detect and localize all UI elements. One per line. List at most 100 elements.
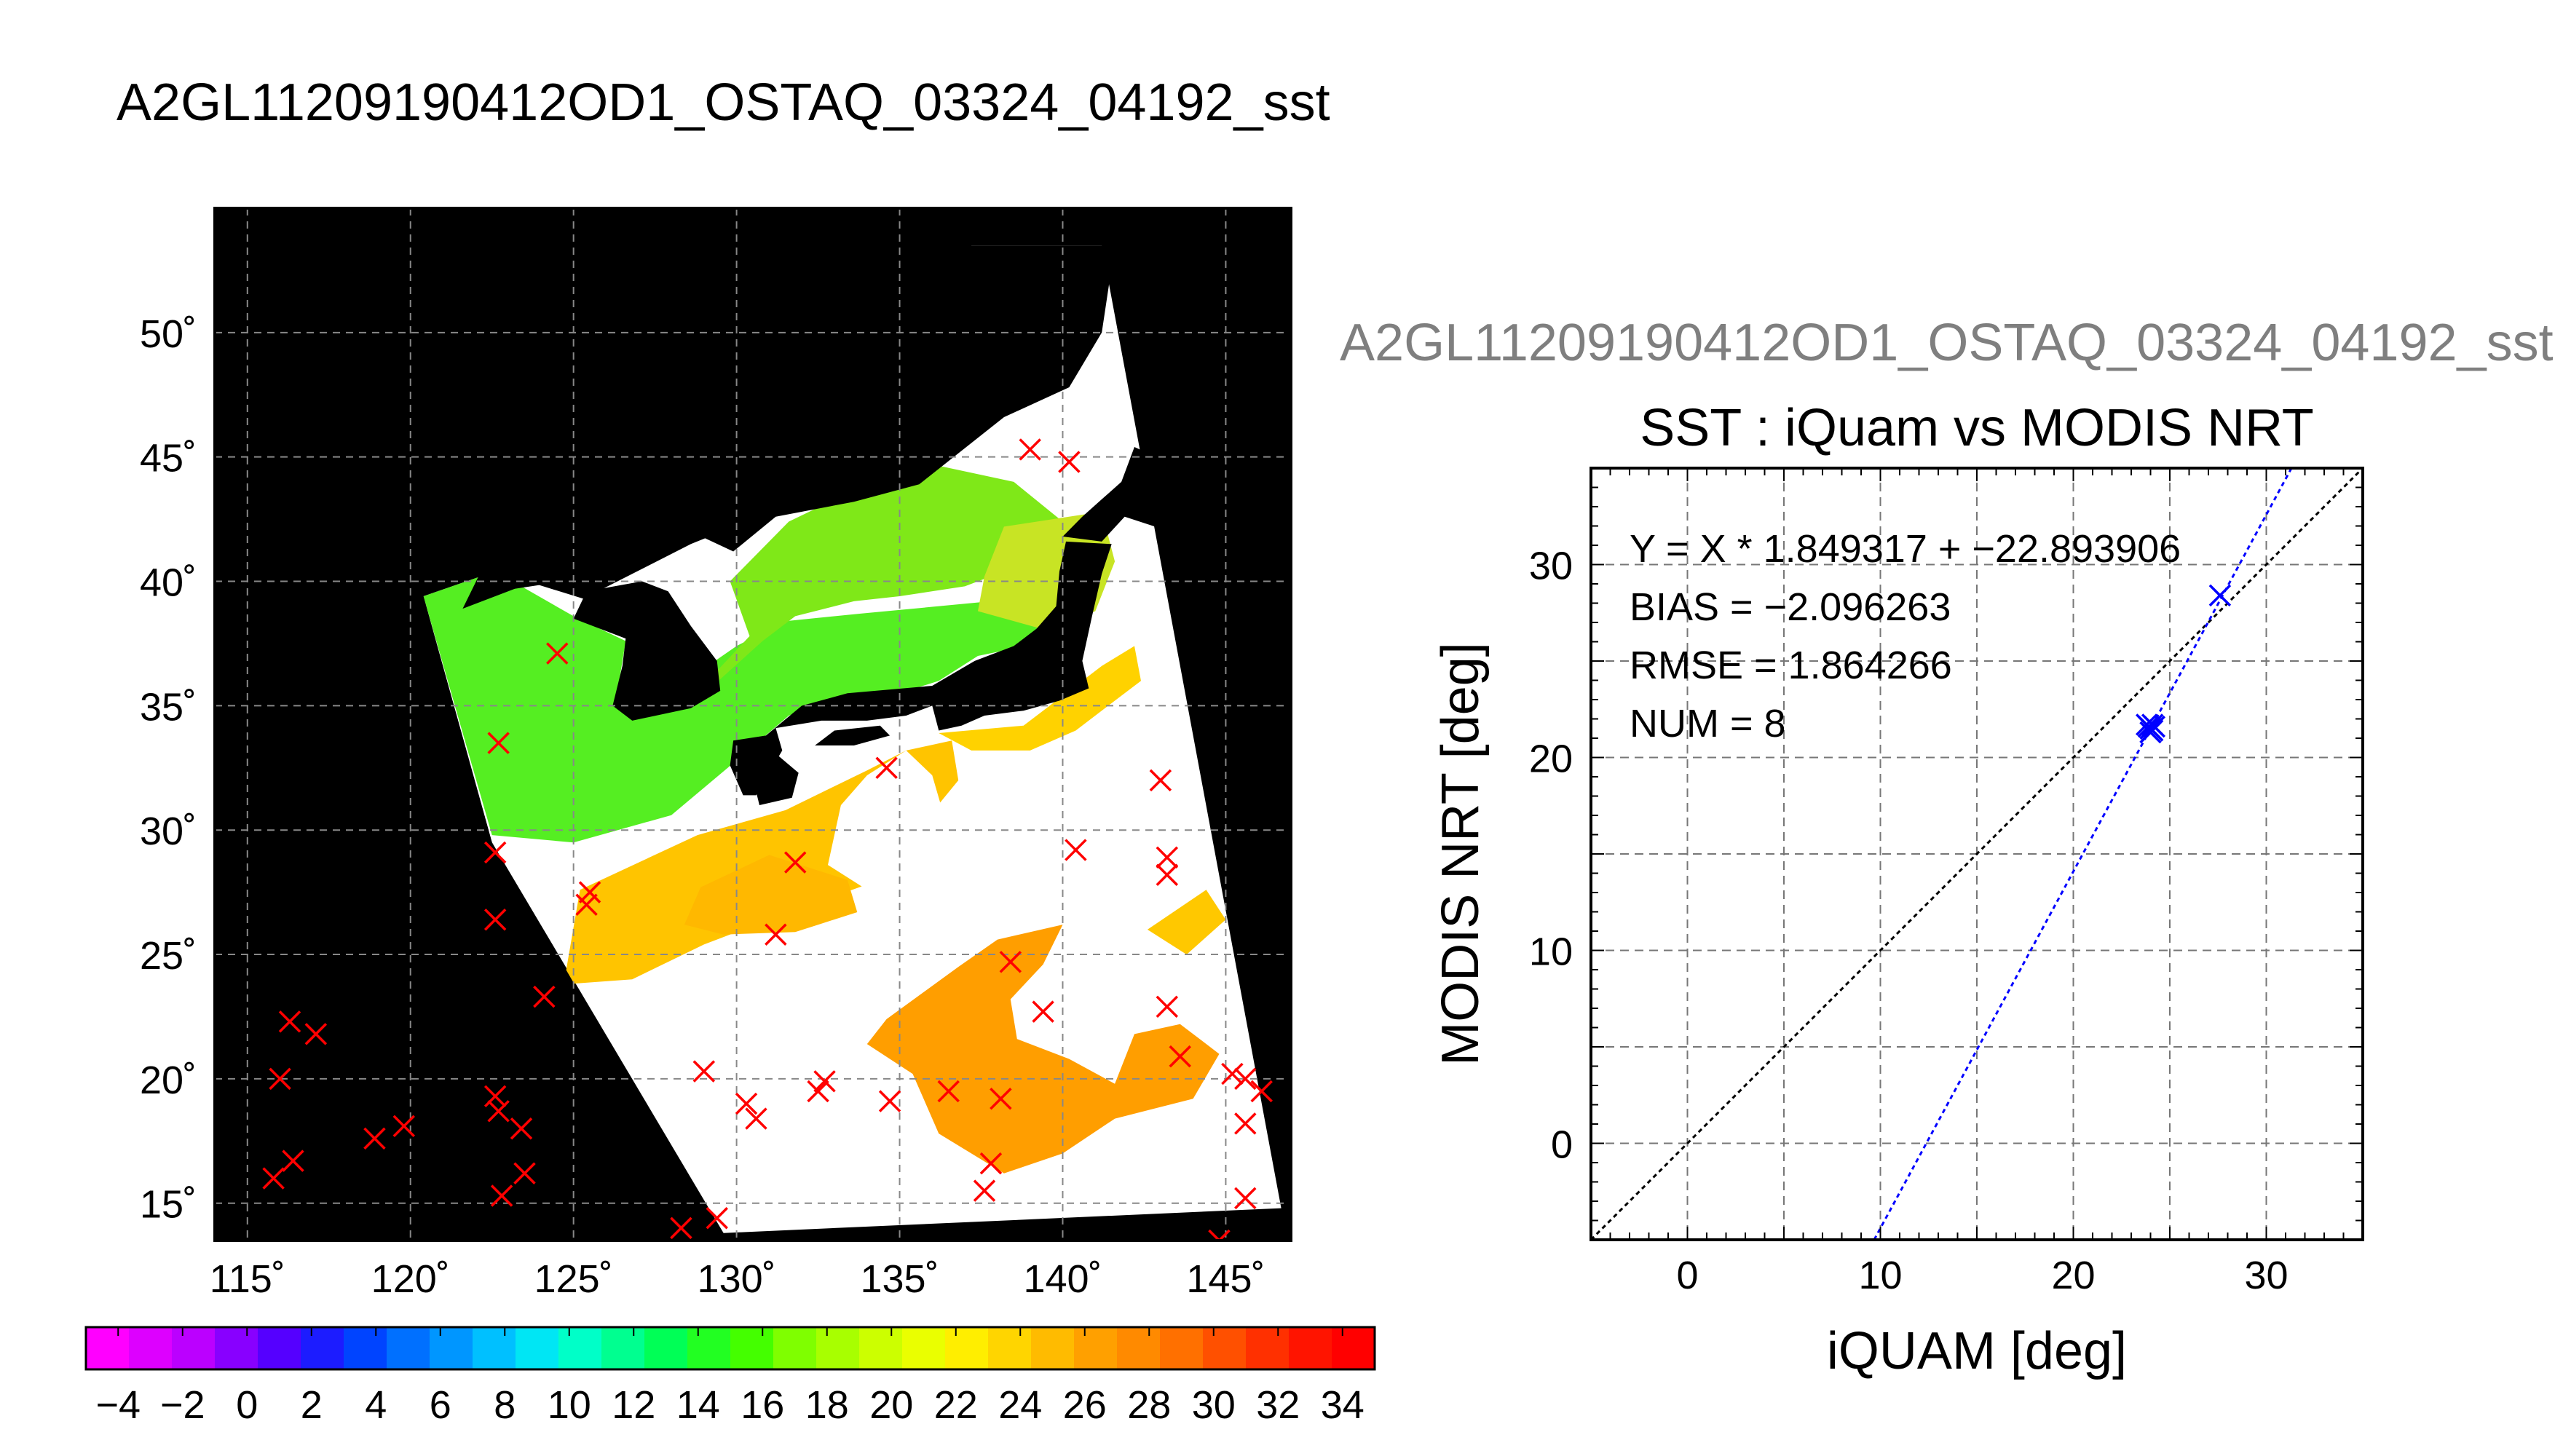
scatter-overtitle: A2GL11209190412OD1_OSTAQ_03324_04192_sst: [1340, 314, 2554, 372]
matchup-marker: [1234, 1112, 1257, 1135]
identity-line: [1591, 468, 2363, 1240]
matchup-marker: [533, 985, 556, 1008]
colorbar-swatch: [687, 1327, 731, 1369]
colorbar-swatch: [816, 1327, 860, 1369]
sst-region: [1147, 890, 1226, 955]
matchup-marker: [490, 1184, 513, 1207]
matchup-marker: [1149, 769, 1172, 792]
y-tick-label: 20: [1529, 737, 1573, 781]
matchup-marker: [1250, 1080, 1273, 1103]
matchup-marker: [483, 1085, 507, 1108]
colorbar-tick-label: 30: [1192, 1383, 1236, 1427]
scatter-minor-ticks: [1590, 467, 2364, 1241]
data-point: [2208, 584, 2232, 607]
colorbar-swatch: [129, 1327, 173, 1369]
colorbar-tick-label: 6: [430, 1383, 451, 1427]
scatter-title: SST : iQuam vs MODIS NRT: [1640, 399, 2314, 457]
matchup-marker: [875, 756, 898, 780]
colorbar-swatch: [1289, 1327, 1332, 1369]
colorbar-tick-label: 8: [494, 1383, 516, 1427]
map-lon-labels: 115˚ 120˚ 125˚ 130˚ 135˚ 140˚ 145˚: [210, 1257, 1265, 1301]
sst-region: [684, 855, 858, 935]
colorbar-swatch: [601, 1327, 645, 1369]
scatter-points: [2135, 584, 2232, 744]
matchup-marker: [735, 1092, 758, 1115]
colorbar-tick-label: 10: [548, 1383, 591, 1427]
colorbar-tick-label: 16: [741, 1383, 784, 1427]
matchup-marker: [1208, 1229, 1231, 1241]
colorbar-tick-label: 2: [301, 1383, 323, 1427]
matchup-marker: [937, 1080, 960, 1103]
matchup-marker: [813, 1070, 836, 1093]
y-tick-label: 30: [1529, 545, 1573, 588]
x-axis-label: iQUAM [deg]: [1827, 1322, 2127, 1380]
matchup-marker: [745, 1107, 767, 1130]
colorbar-swatch: [172, 1327, 216, 1369]
colorbar-swatch: [558, 1327, 602, 1369]
sst-region: [866, 925, 1220, 1174]
map-lat-labels: 15˚ 20˚ 25˚ 30˚ 35˚ 40˚ 45˚ 50˚: [140, 312, 197, 1227]
sst-map: 115˚ 120˚ 125˚ 130˚ 135˚ 140˚ 145˚ 15˚ 20˚ 25˚ 30…: [140, 207, 1292, 1301]
colorbar-swatch: [1031, 1327, 1075, 1369]
lat-tick-label: 35˚: [140, 685, 197, 729]
matchup-marker: [1058, 451, 1081, 473]
matchup-marker: [262, 1167, 285, 1190]
x-tick-label: 20: [2051, 1254, 2095, 1297]
matchup-marker: [392, 1115, 416, 1138]
colorbar-swatch: [644, 1327, 688, 1369]
colorbar-swatch: [945, 1327, 989, 1369]
lat-tick-label: 45˚: [140, 437, 197, 480]
matchup-marker: [765, 923, 787, 946]
matchup-marker: [578, 881, 601, 903]
colorbar-swatch: [1203, 1327, 1247, 1369]
matchup-marker: [546, 642, 569, 665]
sst-region: [573, 581, 721, 721]
matchup-marker: [269, 1067, 291, 1091]
colorbar-tick-label: 18: [805, 1383, 849, 1427]
colorbar-tick-label: −4: [95, 1383, 141, 1427]
colorbar-tick-label: 22: [934, 1383, 978, 1427]
sst-region: [828, 750, 946, 890]
matchup-marker: [1065, 839, 1087, 861]
data-point: [2141, 713, 2164, 736]
matchup-marker: [1156, 863, 1179, 886]
matchup-marker: [510, 1117, 533, 1140]
y-tick-label: 10: [1529, 930, 1573, 974]
colorbar-tick-label: 32: [1256, 1383, 1300, 1427]
map-frame: [213, 207, 1292, 1242]
sst-region: [215, 556, 724, 1241]
colorbar-tick-label: 26: [1063, 1383, 1107, 1427]
colorbar-tick-label: 14: [676, 1383, 720, 1427]
stat-annotation: BIAS = −2.096263: [1630, 585, 1951, 629]
stat-annotation: Y = X * 1.849317 + −22.893906: [1630, 527, 2181, 571]
sst-region: [749, 748, 799, 805]
colorbar-tick-label: 34: [1321, 1383, 1365, 1427]
matchup-marker: [878, 1090, 901, 1112]
colorbar-tick-label: 0: [236, 1383, 258, 1427]
lon-tick-label: 125˚: [534, 1257, 613, 1301]
matchup-marker: [999, 951, 1022, 973]
y-axis-label: MODIS NRT [deg]: [1431, 642, 1490, 1066]
colorbar-swatch: [430, 1327, 473, 1369]
x-tick-label: 0: [1676, 1254, 1698, 1297]
lat-tick-label: 30˚: [140, 810, 197, 853]
matchup-marker: [706, 1207, 728, 1230]
map-graticule: [215, 208, 1291, 1241]
colorbar-swatch: [1117, 1327, 1161, 1369]
colorbar-swatch: [902, 1327, 946, 1369]
colorbar-swatch: [344, 1327, 387, 1369]
matchup-marker: [807, 1080, 829, 1103]
matchup-marker: [575, 893, 598, 916]
colorbar-tick-label: 28: [1127, 1383, 1171, 1427]
sst-region: [1062, 447, 1242, 542]
x-tick-label: 30: [2244, 1254, 2288, 1297]
colorbar-tick-label: 24: [998, 1383, 1042, 1427]
matchup-marker: [783, 851, 807, 874]
matchup-marker: [979, 1152, 1003, 1175]
colorbar-swatch: [859, 1327, 903, 1369]
matchup-marker: [513, 1162, 536, 1184]
colorbar-tick-label: 20: [869, 1383, 913, 1427]
matchup-marker: [1221, 1062, 1244, 1085]
colorbar-swatch: [258, 1327, 301, 1369]
sst-region: [215, 245, 1115, 609]
